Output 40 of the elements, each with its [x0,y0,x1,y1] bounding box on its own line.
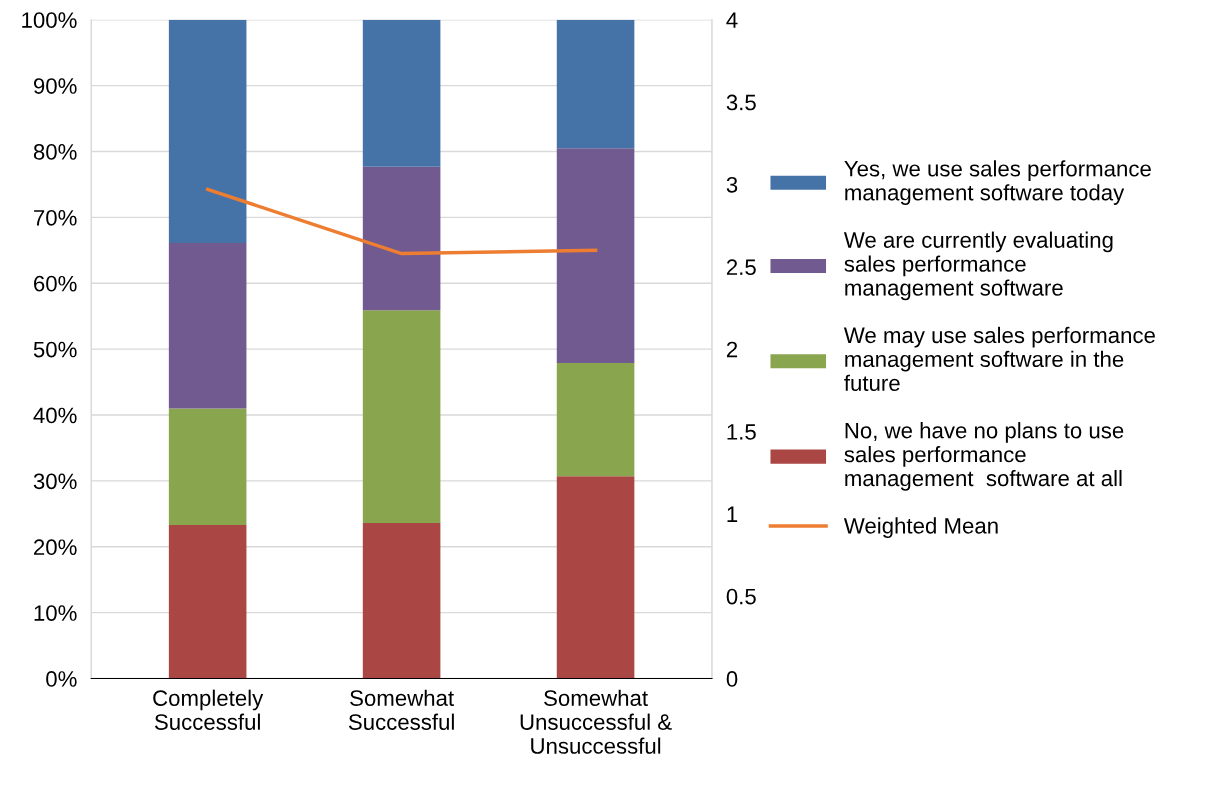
bar [168,408,247,526]
y2-tick-label: 2 [726,341,738,358]
y2-tick-label: 2.5 [726,259,756,276]
y-tick-label: 50% [33,341,77,358]
legend-label: Weighted Mean [843,517,998,539]
x-tick-label: Somewhat Successful [348,689,454,730]
x-tick-label: Somewhat Unsuccessful & Unsuccessful [520,689,672,754]
bar [362,166,441,311]
y2-tick-label: 3 [726,176,738,193]
bar [168,19,247,244]
y2-tick-label: 1.5 [727,424,756,440]
y2-tick-label: 4 [726,12,738,28]
y-tick-label: 100% [22,12,77,28]
bar [362,523,441,679]
y-tick-label: 80% [33,144,77,160]
y-tick-label: 40% [33,407,77,424]
y-tick-label: 90% [33,78,77,94]
legend-label: No, we have no plans to use sales performance management software at all [844,422,1124,491]
y-tick-label: 20% [34,539,77,556]
bar [168,243,247,409]
bar [556,19,635,149]
legend-label: We are currently evaluating sales performance management software [843,231,1113,301]
bar [362,19,441,167]
y2-tick-label: 3.5 [726,94,756,111]
y-tick-label: 0% [46,671,77,687]
x-tick-label: Completely Successful [153,689,264,730]
y2-tick-label: 0.5 [726,588,756,605]
bar [168,525,247,679]
y-tick-label: 30% [33,473,77,490]
y-tick-label: 60% [34,275,77,292]
bar [556,148,635,363]
y-tick-label: 10% [34,605,77,621]
bar [362,310,441,524]
legend-label: Yes, we use sales performance management software today [844,160,1151,205]
y2-tick-label: 1 [727,506,738,522]
y-tick-label: 70% [34,209,77,226]
bar [556,476,635,679]
bar [556,362,635,477]
y2-tick-label: 0 [726,671,738,687]
legend-label: We may use sales performance management software in the future [843,326,1155,391]
